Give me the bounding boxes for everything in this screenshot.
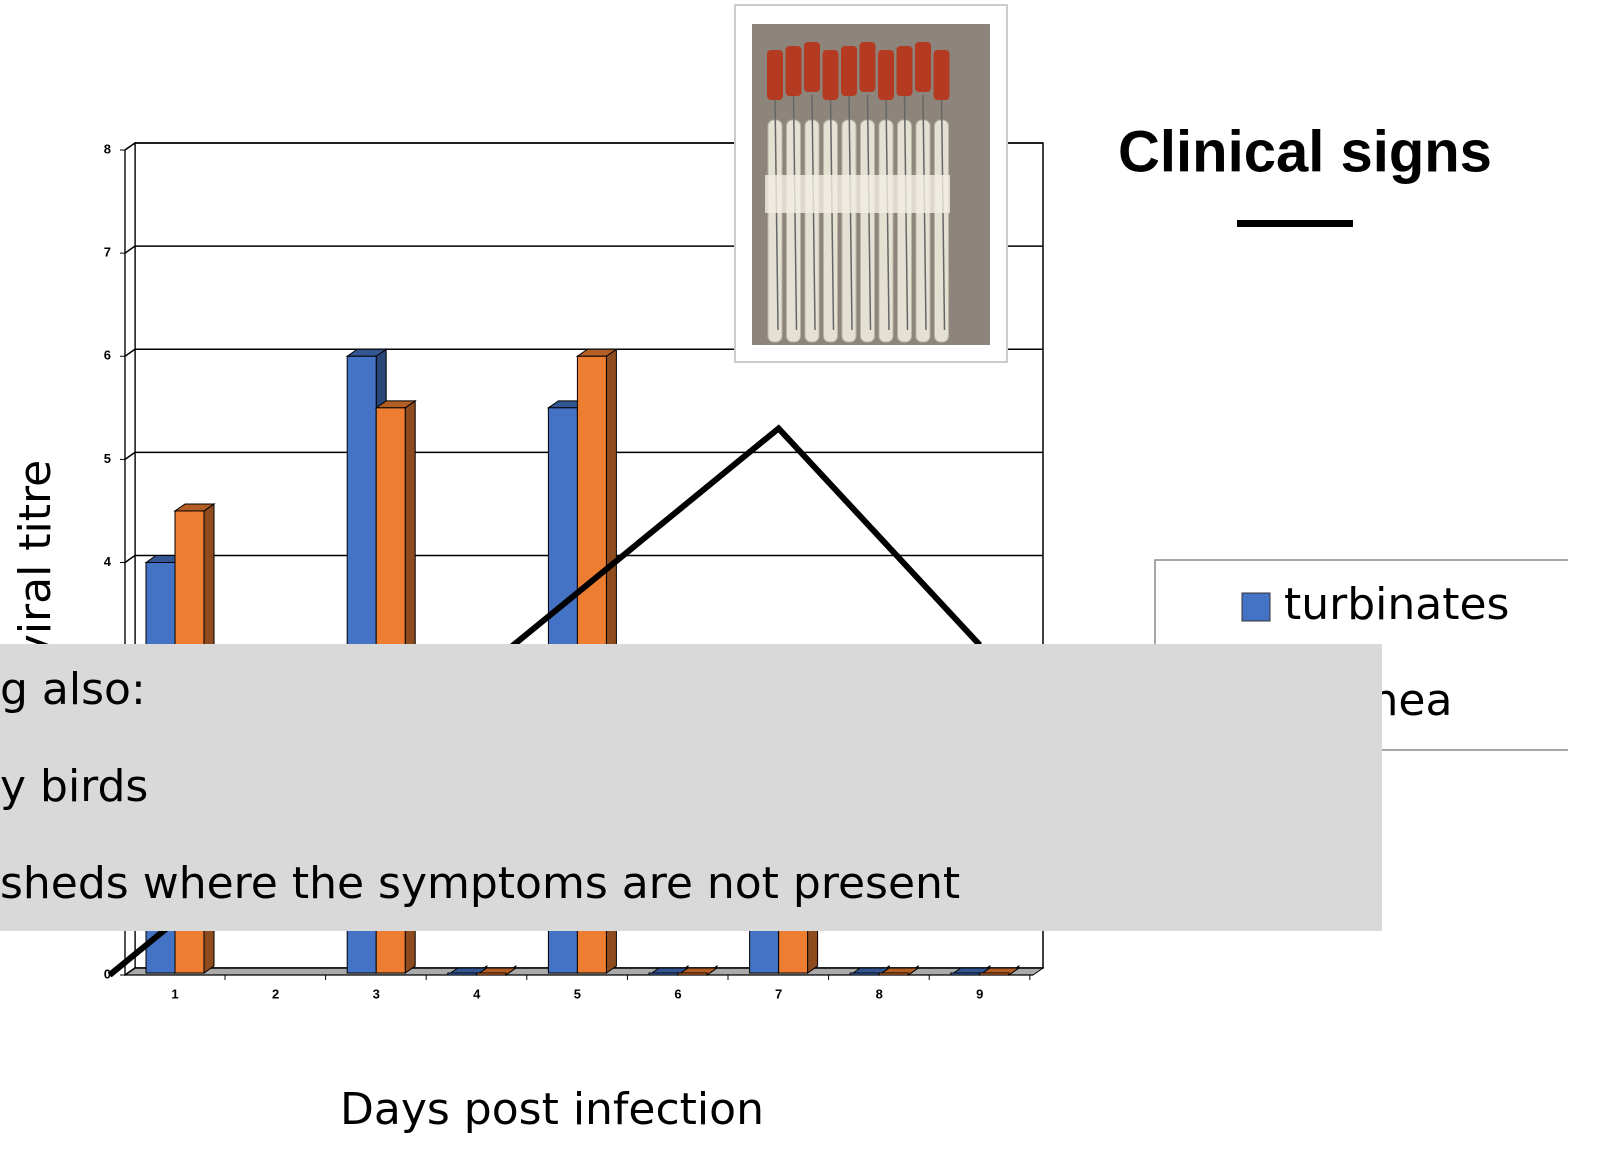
bar-front xyxy=(677,972,708,976)
y-tick-label: 0 xyxy=(104,966,111,981)
tube-cap xyxy=(767,50,783,100)
grid-line xyxy=(124,451,1043,460)
grid-line xyxy=(124,554,1043,564)
x-tick-label: 3 xyxy=(373,986,380,1001)
bar xyxy=(978,965,1021,976)
x-axis-label: Days post infection xyxy=(340,1084,764,1135)
text-box: g also: y birds sheds where the symptoms a… xyxy=(0,644,1382,931)
y-axis-label: viral titre xyxy=(10,460,61,660)
tube-cap xyxy=(785,46,802,96)
y-tick-label: 4 xyxy=(104,554,112,569)
y-tick-label: 6 xyxy=(104,348,111,363)
tube-cap xyxy=(822,50,839,100)
bar-front xyxy=(476,972,507,976)
x-tick-label: 1 xyxy=(171,986,178,1001)
legend-swatch xyxy=(1241,592,1271,622)
x-tick-label: 6 xyxy=(674,986,681,1001)
bar xyxy=(877,965,920,976)
x-tick-label: 2 xyxy=(272,986,279,1001)
tube-cap xyxy=(915,42,931,92)
y-tick-label: 8 xyxy=(104,141,111,156)
legend-label: turbinates xyxy=(1284,579,1509,630)
x-tick-label: 4 xyxy=(473,986,481,1001)
tube-cap xyxy=(804,42,820,92)
bar-front xyxy=(979,972,1010,976)
photo xyxy=(734,4,1008,363)
bullet-text: sheds where the symptoms are not present xyxy=(0,858,960,909)
bullet-text: g also: xyxy=(0,664,146,715)
x-tick-label: 5 xyxy=(574,986,581,1001)
bar-front xyxy=(648,972,679,976)
title-underline xyxy=(1237,220,1353,227)
bar-front xyxy=(447,972,478,976)
x-tick-label: 9 xyxy=(976,986,983,1001)
slide-title: Clinical signs xyxy=(1118,119,1492,184)
bullet-text: y birds xyxy=(0,761,148,812)
tube-cap xyxy=(933,50,950,100)
bar-front xyxy=(878,972,909,976)
bar xyxy=(676,965,719,976)
tube-band xyxy=(765,175,950,213)
bar-front xyxy=(950,972,981,976)
tube-cap xyxy=(859,42,876,92)
bar-front xyxy=(849,972,880,976)
bar xyxy=(475,965,518,976)
tube-cap xyxy=(878,50,894,100)
tube-cap xyxy=(896,46,913,96)
y-tick-label: 7 xyxy=(104,245,111,260)
x-tick-label: 7 xyxy=(775,986,782,1001)
grid-line xyxy=(124,967,1043,976)
y-tick-label: 5 xyxy=(104,451,111,466)
tube-cap xyxy=(841,46,857,96)
x-tick-label: 8 xyxy=(876,986,883,1001)
